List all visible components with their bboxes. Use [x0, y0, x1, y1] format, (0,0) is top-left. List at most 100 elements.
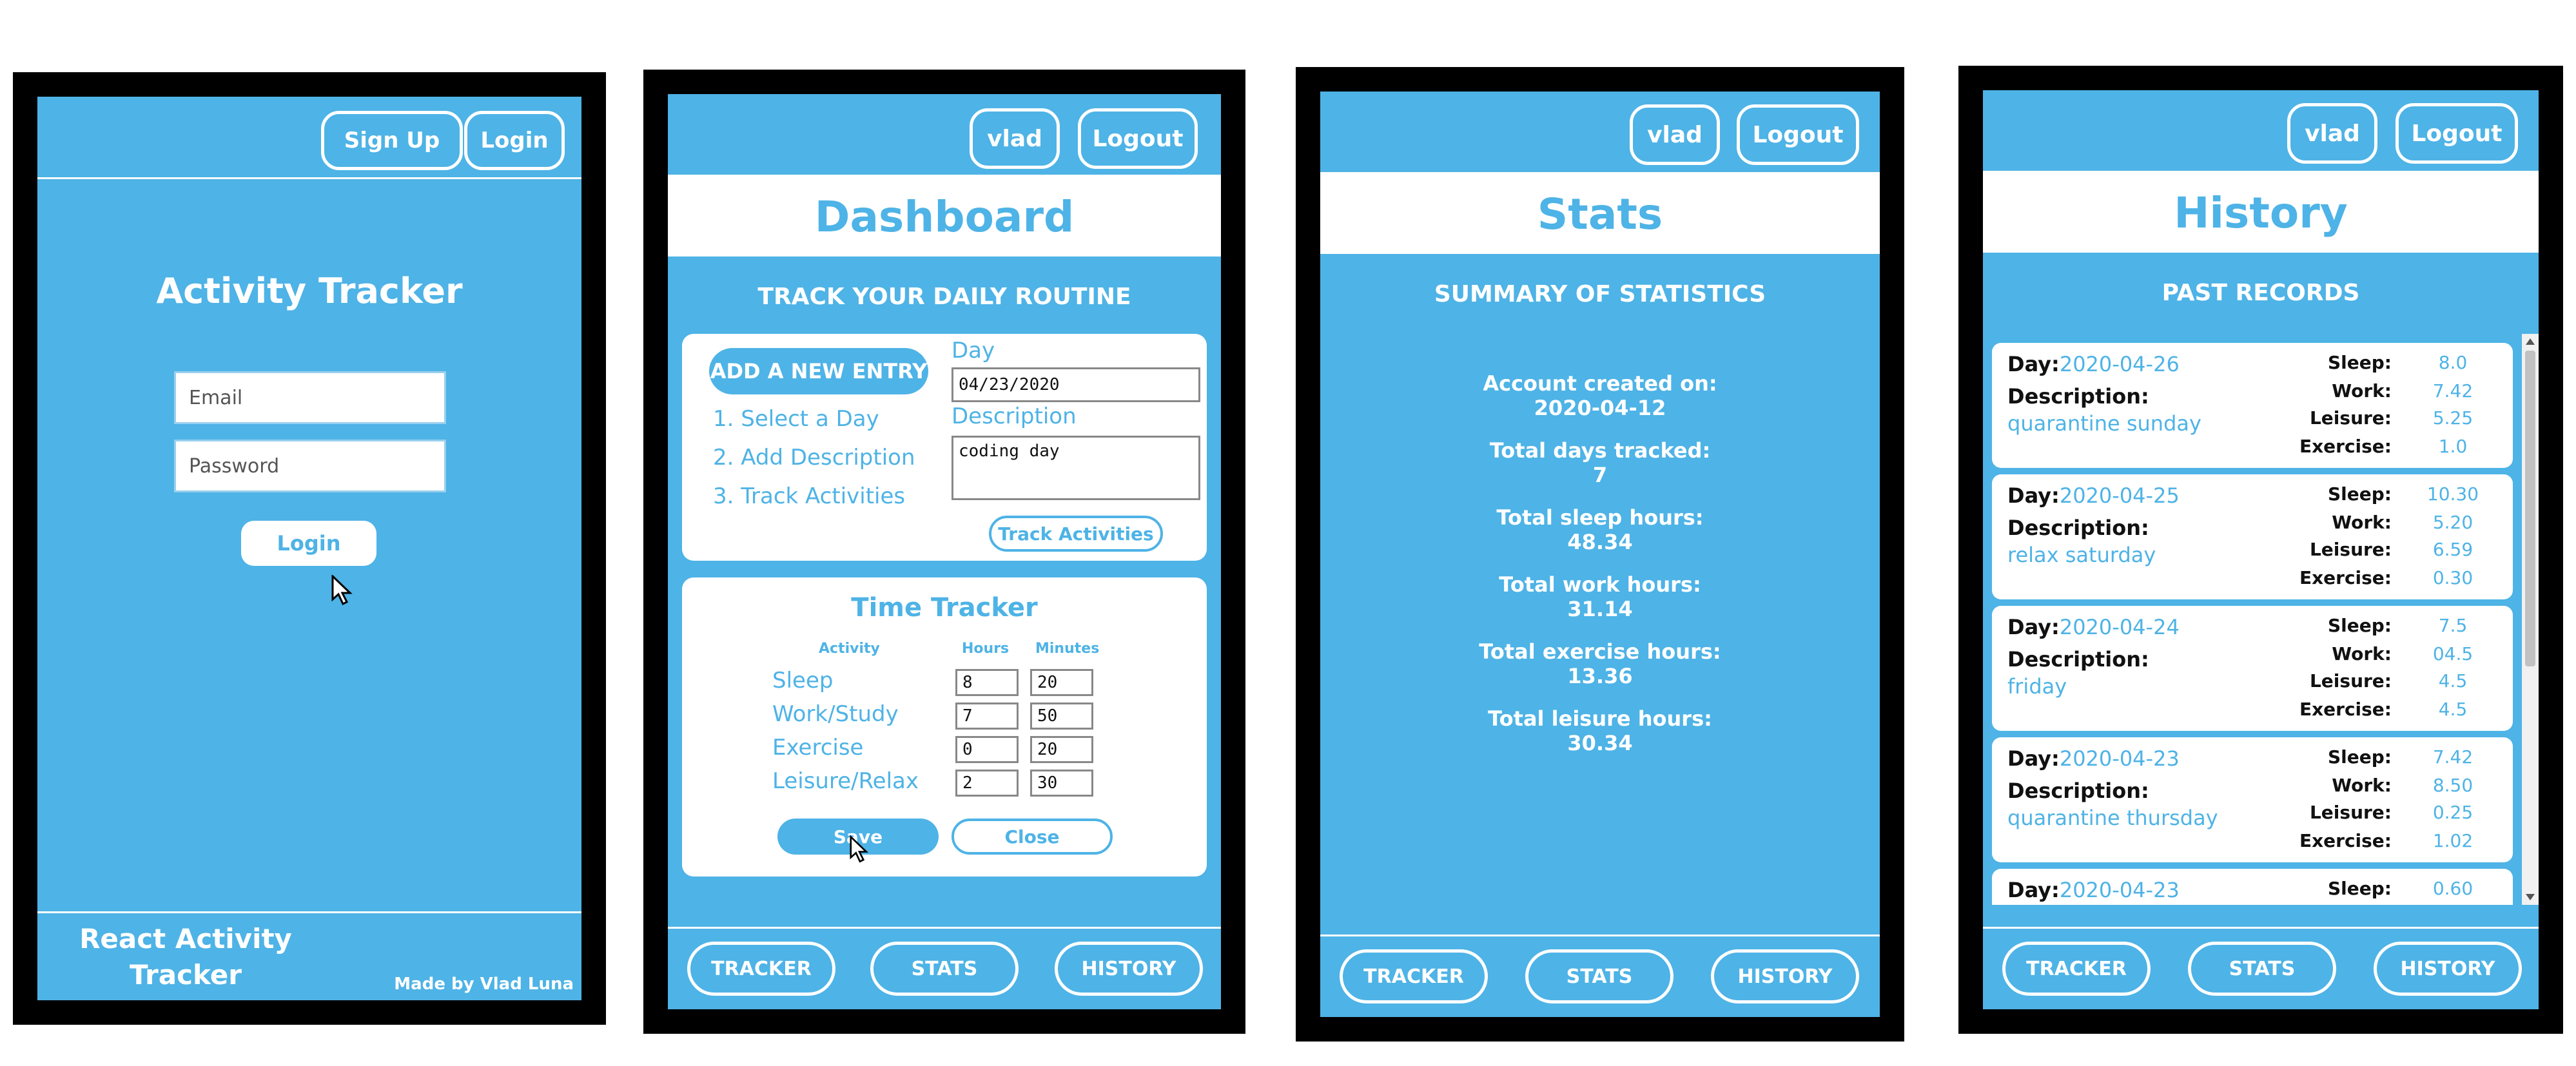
activity-sleep: Sleep: [772, 668, 834, 693]
nav-history[interactable]: HISTORY: [2374, 942, 2522, 996]
record-sleep-value: 10.30: [2426, 483, 2479, 505]
leisure-hours-input[interactable]: 2: [955, 770, 1019, 797]
work-hours-input[interactable]: 7: [955, 703, 1019, 730]
logout-button[interactable]: Logout: [1737, 104, 1859, 165]
record-description-value: quarantine sunday: [2007, 411, 2201, 436]
stats-subtitle: SUMMARY OF STATISTICS: [1434, 281, 1766, 307]
dashboard-bottom-nav: TRACKER STATS HISTORY: [668, 927, 1221, 1009]
sleep-minutes-input[interactable]: 20: [1030, 669, 1093, 696]
signup-button[interactable]: Sign Up: [321, 111, 463, 170]
record-work-label: Work:: [2332, 380, 2392, 402]
record-sleep-value: 0.60: [2432, 878, 2474, 899]
stat-leisure-hours-label: Total leisure hours:: [1488, 706, 1712, 731]
record-exercise-label: Exercise:: [2299, 436, 2392, 457]
record-card: Day:2020-04-26 Description: quarantine s…: [1992, 343, 2513, 468]
activity-leisure: Leisure/Relax: [772, 768, 919, 794]
record-leisure-value: 4.5: [2438, 670, 2468, 692]
col-hours: Hours: [962, 641, 1010, 657]
exercise-hours-input[interactable]: 0: [955, 736, 1019, 763]
nav-stats[interactable]: STATS: [2188, 942, 2336, 996]
record-sleep-label: Sleep:: [2328, 352, 2392, 373]
record-leisure-label: Leisure:: [2309, 539, 2392, 560]
nav-history[interactable]: HISTORY: [1055, 942, 1203, 996]
record-day-prefix: Day:: [2007, 483, 2060, 508]
stat-days-tracked-label: Total days tracked:: [1489, 438, 1711, 463]
footer-title-line2: Tracker: [130, 959, 242, 991]
app-title: Activity Tracker: [156, 271, 463, 311]
col-activity: Activity: [819, 641, 880, 657]
footer-credit: Made by Vlad Luna: [394, 974, 574, 994]
stat-account-created-label: Account created on:: [1483, 371, 1717, 396]
nav-stats[interactable]: STATS: [1525, 949, 1673, 1003]
record-day-value: 2020-04-24: [2059, 615, 2180, 639]
record-day-label: Day:2020-04-25: [2007, 483, 2180, 508]
exercise-minutes-input[interactable]: 20: [1030, 736, 1093, 763]
history-phone: vlad Logout History PAST RECORDS Day:202…: [1958, 66, 2563, 1034]
scroll-down-icon[interactable]: [2525, 893, 2535, 901]
stat-work-hours-value: 31.14: [1567, 597, 1633, 621]
record-day-label: Day:2020-04-23: [2007, 746, 2180, 771]
record-exercise-label: Exercise:: [2299, 830, 2392, 851]
stats-bottom-nav: TRACKER STATS HISTORY: [1320, 935, 1880, 1017]
stat-exercise-hours-value: 13.36: [1567, 664, 1633, 688]
close-button[interactable]: Close: [951, 819, 1113, 855]
stats-phone: vlad Logout Stats SUMMARY OF STATISTICS …: [1296, 67, 1904, 1042]
work-minutes-input[interactable]: 50: [1030, 703, 1093, 730]
record-sleep-label: Sleep:: [2328, 878, 2392, 899]
record-work-label: Work:: [2332, 775, 2392, 796]
record-description-label: Description:: [2007, 647, 2149, 672]
day-label: Day: [951, 338, 995, 363]
records-scrollbar[interactable]: [2522, 334, 2539, 905]
record-sleep-value: 7.5: [2438, 615, 2468, 636]
stat-work-hours-label: Total work hours:: [1499, 572, 1701, 597]
nav-history[interactable]: HISTORY: [1711, 949, 1859, 1003]
record-sleep-value: 8.0: [2438, 352, 2468, 373]
record-sleep-value: 7.42: [2432, 746, 2474, 768]
nav-tracker[interactable]: TRACKER: [687, 942, 835, 996]
day-input[interactable]: 04/23/2020: [951, 367, 1200, 402]
email-field[interactable]: Email: [174, 371, 446, 424]
record-day-prefix: Day:: [2007, 352, 2060, 376]
nav-tracker[interactable]: TRACKER: [1340, 949, 1488, 1003]
nav-stats[interactable]: STATS: [870, 942, 1019, 996]
record-day-label: Day:2020-04-26: [2007, 352, 2180, 376]
records-list[interactable]: Day:2020-04-26 Description: quarantine s…: [1983, 334, 2539, 905]
user-button[interactable]: vlad: [2287, 103, 2377, 164]
password-field[interactable]: Password: [174, 440, 446, 492]
user-button[interactable]: vlad: [970, 108, 1060, 169]
leisure-minutes-input[interactable]: 30: [1030, 770, 1093, 797]
user-button[interactable]: vlad: [1630, 104, 1720, 165]
record-leisure-label: Leisure:: [2309, 407, 2392, 429]
step-3: 3. Track Activities: [713, 483, 906, 509]
login-screen: Sign Up Login Activity Tracker Email Pas…: [37, 97, 581, 1000]
record-day-prefix: Day:: [2007, 746, 2060, 771]
record-work-value: 8.50: [2432, 775, 2474, 796]
record-day-prefix: Day:: [2007, 878, 2060, 902]
activity-work: Work/Study: [772, 701, 899, 727]
record-leisure-label: Leisure:: [2309, 670, 2392, 692]
sleep-hours-input[interactable]: 8: [955, 669, 1019, 696]
scrollbar-thumb[interactable]: [2525, 351, 2535, 666]
record-exercise-value: 4.5: [2438, 699, 2468, 720]
dashboard-screen: vlad Logout Dashboard TRACK YOUR DAILY R…: [668, 94, 1221, 1009]
add-entry-button[interactable]: ADD A NEW ENTRY: [709, 348, 928, 394]
logout-button[interactable]: Logout: [1078, 108, 1198, 169]
scroll-up-icon[interactable]: [2525, 338, 2535, 345]
record-card: Day:2020-04-24 Description: friday Sleep…: [1992, 606, 2513, 731]
login-footer: React Activity Tracker Made by Vlad Luna: [37, 911, 581, 1000]
login-button[interactable]: Login: [241, 521, 376, 566]
track-activities-button[interactable]: Track Activities: [989, 516, 1163, 552]
record-exercise-label: Exercise:: [2299, 699, 2392, 720]
mouse-cursor-icon: [331, 575, 353, 606]
stat-account-created-value: 2020-04-12: [1534, 396, 1666, 420]
record-work-label: Work:: [2332, 512, 2392, 533]
nav-tracker[interactable]: TRACKER: [2002, 942, 2151, 996]
record-day-value: 2020-04-26: [2059, 352, 2180, 376]
stat-sleep-hours-value: 48.34: [1567, 530, 1633, 554]
record-sleep-label: Sleep:: [2328, 483, 2392, 505]
logout-button[interactable]: Logout: [2395, 103, 2518, 164]
login-nav-button[interactable]: Login: [464, 111, 565, 170]
history-screen: vlad Logout History PAST RECORDS Day:202…: [1983, 90, 2539, 1009]
description-input[interactable]: coding day: [951, 436, 1200, 500]
record-description-value: friday: [2007, 674, 2067, 699]
